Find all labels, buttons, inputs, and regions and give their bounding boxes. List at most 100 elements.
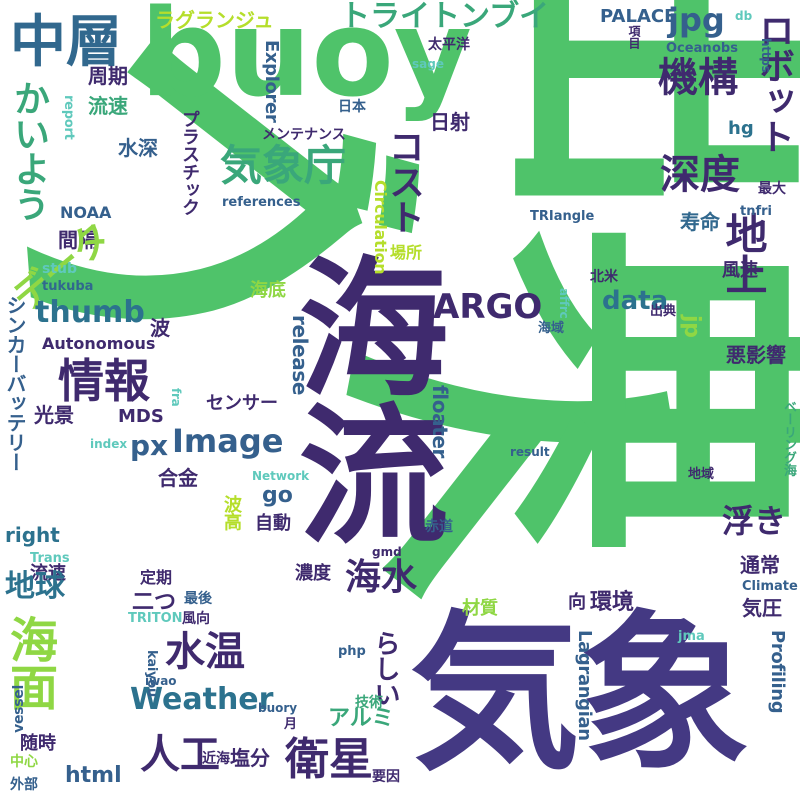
- word-teiki: 定期: [140, 568, 173, 587]
- word-fuusoku: 風速: [722, 260, 758, 281]
- word-cost: コスト: [383, 128, 424, 234]
- word-kaimen: 海面: [1, 615, 57, 710]
- word-jma: jma: [678, 629, 705, 644]
- word-youin: 要因: [372, 769, 400, 785]
- word-robot: ロボット: [753, 12, 794, 154]
- word-kishou: 気象: [410, 596, 751, 794]
- word-chuusou: 中層: [10, 10, 122, 75]
- word-alumi: アルミ: [328, 706, 394, 731]
- word-weather: Weather: [130, 682, 274, 717]
- word-triangle: TRIangle: [530, 209, 595, 224]
- word-maintenance: メンテナンス: [262, 127, 346, 143]
- word-sekidou: 赤道: [425, 519, 453, 535]
- word-tsuki: 月: [284, 717, 298, 732]
- word-stub: stub: [42, 261, 78, 277]
- word-trans: Trans: [30, 551, 70, 566]
- word-chikyuu: 地球: [5, 569, 65, 604]
- word-rashii: らしい: [370, 630, 400, 707]
- word-db: db: [735, 9, 753, 23]
- word-triton-buoy: トライトンブイ: [340, 0, 550, 34]
- word-floater: floater: [428, 385, 452, 458]
- word-fuukou: 風向: [182, 611, 210, 627]
- word-kou: 向: [568, 592, 586, 613]
- word-image: Image: [172, 422, 284, 460]
- word-sage: sage: [412, 57, 444, 71]
- word-kaiyou: かいよう: [8, 80, 49, 222]
- word-tnfri: tnfri: [740, 204, 772, 219]
- word-buory: buory: [258, 701, 298, 715]
- word-kinkai: 近海: [202, 751, 230, 767]
- word-hg: hg: [728, 118, 754, 139]
- word-jinkou: 人工: [140, 732, 220, 778]
- word-gmd: gmd: [372, 545, 402, 559]
- word-jidou: 自動: [255, 513, 291, 534]
- word-gaibu: 外部: [10, 777, 38, 793]
- word-thumb: thumb: [35, 295, 145, 330]
- word-climate: Climate: [742, 579, 798, 594]
- word-ryuusoku: 流速: [88, 94, 128, 118]
- word-kaitei: 海底: [250, 280, 286, 301]
- word-lagrange: ラグランジュ: [155, 8, 274, 32]
- word-jumyou: 寿命: [680, 210, 720, 234]
- word-php: php: [338, 644, 366, 659]
- word-tsuujou: 通常: [740, 553, 780, 577]
- word-report: report: [61, 95, 76, 140]
- word-zaishitsu: 材質: [462, 598, 498, 619]
- word-akueikyou: 悪影響: [726, 343, 786, 367]
- word-bering: ベーリング海: [781, 400, 796, 477]
- word-shuuki: 周期: [88, 64, 128, 88]
- word-references: references: [222, 195, 301, 210]
- word-eisei: 衛星: [285, 734, 373, 785]
- word-chijou: 地上: [719, 212, 768, 295]
- word-kankaku: 間隔: [58, 228, 98, 252]
- word-saigo: 最後: [184, 591, 212, 607]
- word-nissha: 日射: [430, 110, 470, 134]
- word-kaiiki: 海域: [538, 321, 565, 336]
- word-zuiji: 随時: [20, 733, 56, 754]
- word-nihon: 日本: [338, 99, 366, 115]
- word-hakou: 波高: [221, 495, 242, 531]
- word-uki: 浮き: [722, 502, 787, 540]
- word-goukin: 合金: [158, 466, 198, 490]
- word-affrc: affrc: [557, 288, 571, 319]
- word-index: index: [90, 437, 128, 451]
- word-obs: obs: [712, 41, 738, 56]
- word-html: html: [65, 763, 122, 788]
- word-sinker-battery: シンカーバッテリー: [3, 295, 27, 472]
- word-hokubei: 北米: [590, 269, 618, 285]
- word-kairyu: 海流: [273, 250, 447, 544]
- word-chiiki: 地域: [688, 467, 715, 482]
- word-ocean: Ocean: [666, 41, 712, 56]
- word-basho: 場所: [390, 243, 423, 262]
- word-argo: ARGO: [433, 287, 543, 327]
- word-kaiyou-en: kaiyou: [144, 650, 159, 697]
- word-iwao: iwao: [145, 674, 177, 688]
- word-enbun: 塩分: [230, 746, 270, 770]
- word-kaisui: 海水: [345, 557, 418, 598]
- word-saidai: 最大: [758, 181, 786, 197]
- word-go: go: [262, 483, 293, 508]
- word-explorer: Explorer: [261, 40, 282, 123]
- word-kishouchou: 気象庁: [220, 141, 347, 190]
- word-shutten2: 出典: [650, 304, 677, 319]
- word-palace: PALACE: [600, 6, 677, 27]
- word-https: https: [759, 38, 773, 73]
- word-buoy-en: buoy: [140, 0, 472, 124]
- word-taiheiyou: 太平洋: [428, 37, 470, 53]
- word-chuushin: 中心: [10, 754, 38, 770]
- word-triton: TRITON: [128, 611, 183, 626]
- word-mds: MDS: [118, 406, 164, 427]
- word-nami: 波: [150, 316, 170, 340]
- word-jp: jp: [679, 315, 704, 338]
- word-kankyou: 環境: [590, 590, 635, 615]
- word-fra: fra: [169, 388, 183, 407]
- word-shindo: 深度: [660, 152, 740, 198]
- word-px: px: [130, 429, 169, 462]
- word-right: right: [5, 523, 60, 547]
- word-jouhou: 情報: [58, 354, 150, 408]
- word-vessel: vessel: [11, 685, 27, 733]
- word-koumoku: 項目: [627, 25, 641, 49]
- word-jpg: jpg: [668, 1, 725, 39]
- word-noaa: NOAA: [60, 203, 112, 222]
